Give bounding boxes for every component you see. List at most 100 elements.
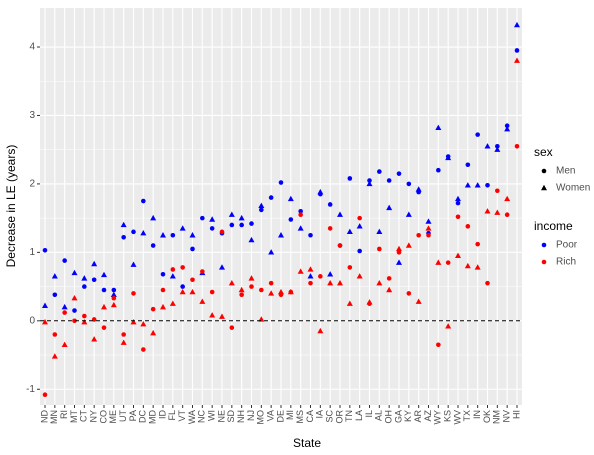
point — [238, 286, 245, 293]
point — [130, 318, 137, 325]
y-tick-label: 3 — [29, 110, 35, 121]
x-tick-label: MD — [148, 410, 158, 424]
point — [248, 275, 255, 281]
point — [150, 214, 157, 221]
point — [484, 143, 491, 149]
legend-label: Women — [556, 183, 590, 194]
point — [406, 291, 412, 296]
point — [179, 225, 186, 231]
x-tick-label: OR — [334, 409, 344, 423]
point — [42, 392, 48, 398]
x-tick-label: AZ — [423, 410, 433, 422]
point — [91, 260, 98, 267]
y-tick-label: 4 — [29, 42, 35, 53]
point — [474, 182, 481, 188]
point — [445, 323, 452, 329]
point — [209, 289, 215, 295]
point — [278, 180, 284, 185]
point — [405, 211, 412, 217]
x-tick-label: NE — [216, 410, 226, 423]
point — [347, 176, 353, 181]
point — [258, 316, 265, 322]
point — [91, 317, 97, 322]
x-tick-label: WV — [452, 410, 462, 425]
x-tick-label: ID — [157, 409, 167, 419]
point — [386, 178, 392, 183]
point — [357, 248, 362, 254]
point — [268, 280, 274, 286]
legend-symbol — [541, 168, 547, 174]
point — [317, 188, 324, 195]
point — [219, 264, 225, 270]
x-tick-label: NH — [236, 410, 246, 423]
point — [160, 303, 166, 310]
point — [386, 276, 392, 281]
x-tick-label: RI — [59, 410, 69, 419]
point — [504, 125, 511, 132]
point — [81, 318, 88, 325]
point — [367, 178, 372, 183]
point — [307, 273, 314, 279]
point — [259, 207, 264, 213]
x-tick-label: NC — [197, 410, 207, 423]
point — [426, 232, 431, 238]
x-tick-label: GA — [393, 410, 403, 423]
x-tick-label: NM — [492, 410, 502, 424]
point — [317, 327, 324, 334]
x-tick-label: DE — [275, 410, 285, 423]
point — [120, 221, 127, 228]
point — [180, 265, 185, 270]
x-tick-label: WA — [187, 410, 197, 424]
x-tick-label: MT — [69, 410, 79, 423]
legend-symbol — [541, 184, 547, 191]
point — [110, 301, 117, 308]
point — [337, 211, 343, 217]
point — [101, 271, 107, 278]
point — [298, 208, 303, 214]
point — [141, 198, 146, 204]
point — [120, 339, 127, 345]
point — [51, 353, 58, 359]
point — [150, 243, 156, 248]
point — [435, 259, 442, 265]
point — [495, 188, 500, 194]
point — [259, 287, 264, 293]
point — [455, 200, 461, 206]
point — [307, 266, 314, 272]
point — [238, 214, 245, 221]
point — [415, 186, 422, 192]
x-tick-label: OK — [482, 410, 492, 423]
point — [209, 226, 215, 231]
point — [318, 274, 323, 279]
point — [248, 236, 255, 243]
point — [51, 273, 58, 279]
legend-label: Poor — [556, 240, 578, 251]
legend-label: Rich — [556, 257, 576, 268]
point — [141, 347, 146, 352]
point — [219, 229, 225, 235]
point — [377, 169, 382, 174]
point — [396, 259, 402, 265]
point — [327, 226, 333, 231]
point — [405, 242, 412, 248]
y-tick-label: -1 — [26, 384, 35, 395]
point — [219, 313, 225, 319]
point — [298, 212, 303, 218]
point — [150, 329, 157, 336]
point — [278, 232, 284, 238]
point — [110, 291, 117, 297]
x-tick-label: NV — [502, 410, 512, 423]
point — [52, 292, 58, 298]
point — [406, 181, 412, 187]
point — [425, 218, 432, 224]
x-tick-label: ME — [108, 410, 118, 424]
legend-title: sex — [534, 145, 553, 159]
y-tick-label: 1 — [29, 247, 35, 258]
x-tick-label: CT — [79, 410, 89, 422]
point — [101, 303, 107, 310]
x-tick-label: ND — [39, 410, 49, 423]
x-tick-label: LA — [354, 410, 364, 421]
point — [504, 195, 511, 202]
point — [268, 195, 274, 200]
point — [239, 292, 244, 298]
